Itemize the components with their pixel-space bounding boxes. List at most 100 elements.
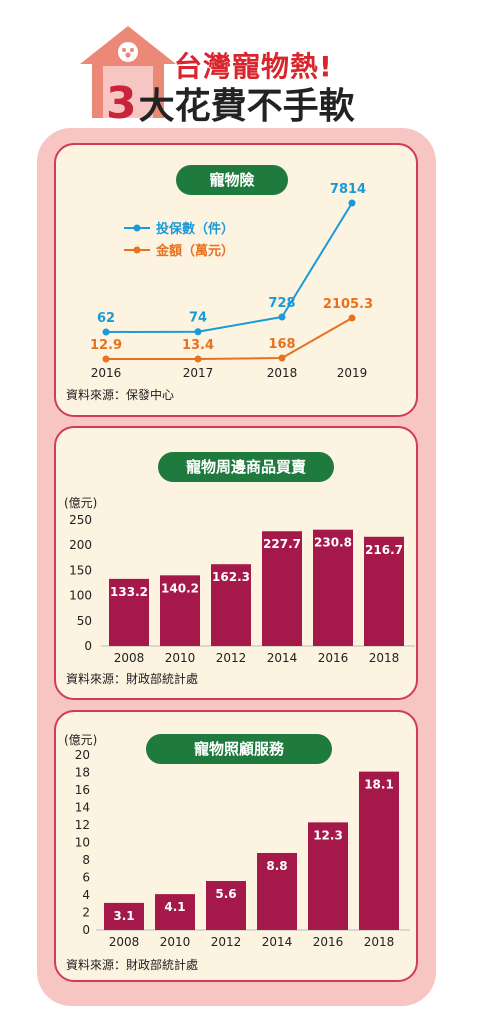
y-tick-label: 12 (75, 818, 90, 832)
pet-care-panel: 寵物照顧服務 (億元) 0 2 4 6 8 10 12 14 16 18 20 3.1 2008 4.1 20… (54, 710, 418, 982)
pet-goods-source: 資料來源：財政部統計處 (66, 672, 199, 686)
y-tick-label: 18 (75, 766, 90, 780)
count-series-line (105, 202, 353, 333)
bar (104, 902, 144, 930)
bar-value-label: 4.1 (164, 900, 185, 914)
amount-point (348, 314, 356, 322)
bar (109, 578, 149, 646)
bar (313, 529, 353, 646)
bar (211, 564, 251, 646)
header: 台灣寵物熱! 3大花費不手軟 (0, 0, 477, 130)
y-tick-label: 2 (82, 906, 90, 920)
bar (206, 881, 246, 930)
x-tick-label: 2010 (165, 651, 196, 665)
count-data-label: 62 (97, 311, 115, 326)
amount-data-label: 168 (268, 337, 295, 352)
bar (308, 822, 348, 930)
bar-value-label: 18.1 (364, 778, 394, 792)
amount-data-label: 12.9 (90, 338, 122, 353)
x-tick-label: 2008 (109, 935, 140, 949)
y-tick-label: 250 (69, 513, 92, 527)
y-tick-label: 0 (82, 923, 90, 937)
bar-value-label: 227.7 (263, 537, 301, 551)
pet-goods-bar-chart: (億元) 0 50 100 150 200 250 133.2 2008 140.2 2010 162… (64, 496, 415, 665)
count-point (102, 328, 110, 336)
x-tick-label: 2012 (216, 651, 247, 665)
count-data-label: 728 (268, 296, 295, 311)
y-tick-label: 0 (84, 639, 92, 653)
bar (160, 575, 200, 646)
amount-point (194, 355, 202, 363)
y-axis-unit: (億元) (64, 496, 97, 510)
headline-line-2: 3大花費不手軟 (106, 77, 355, 129)
x-tick-label: 2019 (337, 366, 368, 380)
insurance-source: 資料來源：保發中心 (66, 388, 175, 402)
pet-care-source: 資料來源：財政部統計處 (66, 958, 199, 972)
count-point (278, 313, 286, 321)
bar-value-label: 230.8 (314, 536, 352, 550)
bar (359, 771, 399, 930)
y-tick-label: 50 (77, 614, 92, 628)
headline-line-1: 台灣寵物熱! (174, 50, 333, 83)
y-tick-label: 100 (69, 589, 92, 603)
bar-value-label: 12.3 (313, 828, 343, 842)
headline-number: 3 (106, 78, 137, 129)
y-tick-label: 14 (75, 801, 90, 815)
house-icon (80, 26, 176, 118)
count-data-label: 74 (189, 311, 207, 326)
pet-care-title: 寵物照顧服務 (146, 734, 332, 764)
bar-value-label: 3.1 (113, 909, 134, 923)
heart-paw-icon (118, 42, 138, 62)
count-point (194, 328, 202, 336)
y-tick-label: 20 (75, 748, 90, 762)
y-tick-label: 200 (69, 538, 92, 552)
amount-point (278, 354, 286, 362)
x-tick-label: 2008 (114, 651, 145, 665)
bar (364, 536, 404, 646)
x-tick-label: 2012 (211, 935, 242, 949)
amount-legend-label: 金額（萬元） (155, 243, 234, 259)
bar-value-label: 133.2 (110, 585, 148, 599)
bar (155, 894, 195, 930)
insurance-line-chart: 62 74 728 7814 12.9 13.4 168 2105.3 2016 2017 2018… (90, 182, 373, 380)
y-axis-unit: (億元) (64, 733, 97, 747)
amount-series-line (105, 317, 353, 360)
x-tick-label: 2014 (262, 935, 293, 949)
x-tick-label: 2018 (369, 651, 400, 665)
bar (262, 531, 302, 646)
y-tick-label: 16 (75, 783, 90, 797)
pet-care-bar-chart: (億元) 0 2 4 6 8 10 12 14 16 18 20 3.1 2008 4.1 2010 5.6 20… (64, 733, 410, 949)
bar-value-label: 216.7 (365, 543, 403, 557)
y-tick-label: 4 (82, 888, 90, 902)
y-tick-label: 10 (75, 836, 90, 850)
count-legend-label: 投保數（件） (156, 221, 234, 237)
count-point (348, 199, 356, 207)
headline-text: 大花費不手軟 (138, 86, 355, 127)
x-tick-label: 2017 (183, 366, 214, 380)
insurance-panel: 寵物險 62 74 728 7814 12.9 13.4 168 2105.3 2016 2017… (54, 143, 418, 417)
amount-data-label: 2105.3 (323, 297, 373, 312)
count-legend-marker (133, 224, 141, 232)
bar (257, 853, 297, 930)
amount-legend-marker (133, 246, 141, 254)
pet-goods-panel: 寵物周邊商品買賣 (億元) 0 50 100 150 200 250 133.2 2008 140… (54, 426, 418, 700)
x-tick-label: 2010 (160, 935, 191, 949)
x-tick-label: 2018 (364, 935, 395, 949)
pet-goods-title: 寵物周邊商品買賣 (158, 452, 334, 482)
x-tick-label: 2016 (318, 651, 349, 665)
bar-value-label: 140.2 (161, 581, 199, 595)
bar-value-label: 5.6 (215, 887, 236, 901)
x-tick-label: 2016 (91, 366, 122, 380)
x-tick-label: 2018 (267, 366, 298, 380)
count-data-label: 7814 (330, 182, 366, 197)
insurance-title: 寵物險 (176, 165, 288, 195)
x-tick-label: 2014 (267, 651, 298, 665)
y-tick-label: 150 (69, 563, 92, 577)
x-tick-label: 2016 (313, 935, 344, 949)
y-tick-label: 8 (82, 853, 90, 867)
bar-value-label: 162.3 (212, 570, 250, 584)
bar-value-label: 8.8 (266, 859, 287, 873)
y-tick-label: 6 (82, 871, 90, 885)
amount-data-label: 13.4 (182, 338, 214, 353)
amount-point (102, 355, 110, 363)
